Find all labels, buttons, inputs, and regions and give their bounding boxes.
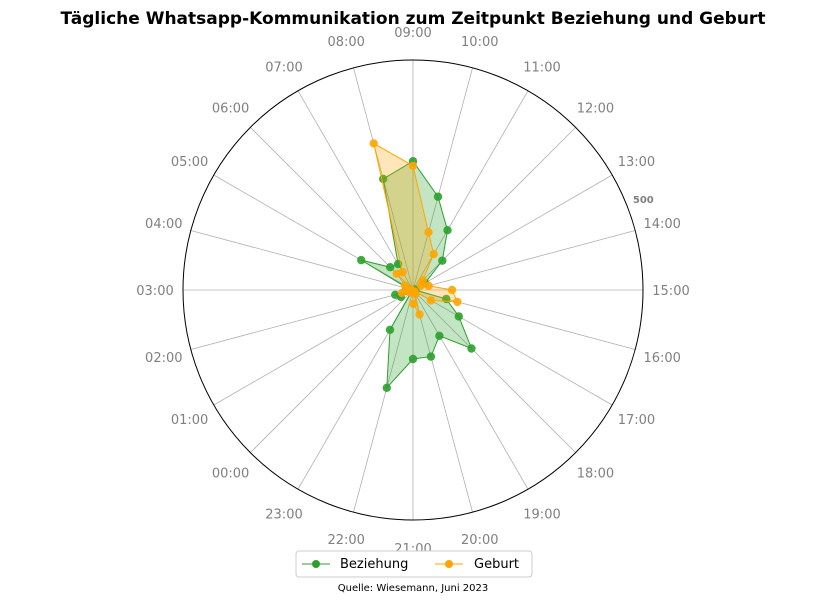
tick-label: 11:00 (523, 61, 560, 76)
grid-spoke (250, 127, 414, 291)
series-geburt (369, 139, 462, 319)
data-point (443, 226, 452, 235)
tick-label: 14:00 (643, 217, 680, 232)
grid-spoke (412, 289, 473, 513)
legend-marker-geburt (445, 560, 453, 568)
radar-series (357, 139, 476, 392)
tick-label: 10:00 (461, 35, 498, 50)
radial-tick-label: 500 (633, 195, 654, 206)
grid-spoke (250, 289, 414, 453)
data-point (429, 249, 438, 259)
data-point (398, 267, 407, 277)
data-point (453, 297, 462, 307)
legend-label-beziehung: Beziehung (340, 557, 408, 572)
data-point (424, 228, 433, 237)
grid-spoke (412, 230, 636, 291)
source-note: Quelle: Wiesemann, Juni 2023 (338, 583, 489, 594)
tick-label: 12:00 (577, 102, 614, 117)
legend-item-beziehung: Beziehung (302, 557, 408, 572)
data-point (407, 287, 417, 297)
grid-spoke (412, 67, 473, 291)
data-point (400, 281, 410, 290)
data-point (357, 255, 366, 265)
grid-spoke (213, 289, 414, 406)
tick-label: 04:00 (145, 217, 182, 232)
data-point (454, 312, 463, 321)
grid-spoke (190, 289, 414, 350)
data-point (369, 139, 378, 148)
tick-label: 22:00 (327, 533, 364, 548)
data-point (433, 192, 443, 201)
data-point (385, 325, 395, 334)
tick-label: 17:00 (618, 413, 655, 428)
legend-item-geburt: Geburt (435, 557, 519, 572)
tick-label: 03:00 (136, 284, 173, 299)
grid-spoke (297, 90, 414, 291)
tick-label: 19:00 (523, 507, 560, 522)
legend-frame (295, 550, 533, 578)
data-point (415, 310, 424, 319)
tick-label: 13:00 (618, 155, 655, 170)
grid-spoke (412, 289, 613, 406)
data-point (424, 281, 433, 290)
tick-label: 23:00 (265, 507, 302, 522)
tick-label: 01:00 (171, 413, 208, 428)
data-point (438, 256, 447, 265)
grid-spoke (190, 230, 414, 291)
data-point (382, 383, 391, 392)
tick-label: 20:00 (461, 533, 498, 548)
chart-title: Tägliche Whatsapp-Kommunikation zum Zeit… (61, 9, 766, 29)
tick-label: 18:00 (577, 466, 614, 481)
grid-spoke (412, 174, 613, 291)
data-point (408, 299, 418, 308)
legend-label-geburt: Geburt (474, 557, 519, 572)
tick-label: 00:00 (212, 466, 249, 481)
grid-spoke (412, 289, 576, 453)
grid-spoke (412, 289, 529, 490)
data-point (426, 352, 436, 361)
radar-tick-labels: 00:00 01:00 02:00 03:00 04:00 05:00 06:00 07:00… (136, 26, 689, 557)
tick-label: 05:00 (171, 155, 208, 170)
data-point (408, 354, 418, 364)
data-point (447, 285, 457, 295)
data-point (467, 344, 476, 353)
legend: Beziehung Geburt (295, 550, 533, 578)
tick-label: 09:00 (394, 26, 431, 41)
legend-marker-beziehung (312, 560, 320, 568)
tick-label: 08:00 (327, 35, 364, 50)
grid-spoke (353, 289, 414, 513)
outer-ring (182, 59, 644, 521)
tick-label: 06:00 (212, 102, 249, 117)
data-point (408, 161, 418, 170)
data-point (426, 296, 436, 305)
tick-label: 15:00 (652, 284, 689, 299)
tick-label: 07:00 (265, 61, 302, 76)
tick-label: 16:00 (643, 351, 680, 366)
data-point (416, 281, 426, 290)
series-beziehung (357, 157, 476, 392)
data-point (386, 263, 395, 272)
data-point (391, 290, 400, 299)
data-point (435, 331, 444, 340)
tick-label: 02:00 (145, 351, 182, 366)
